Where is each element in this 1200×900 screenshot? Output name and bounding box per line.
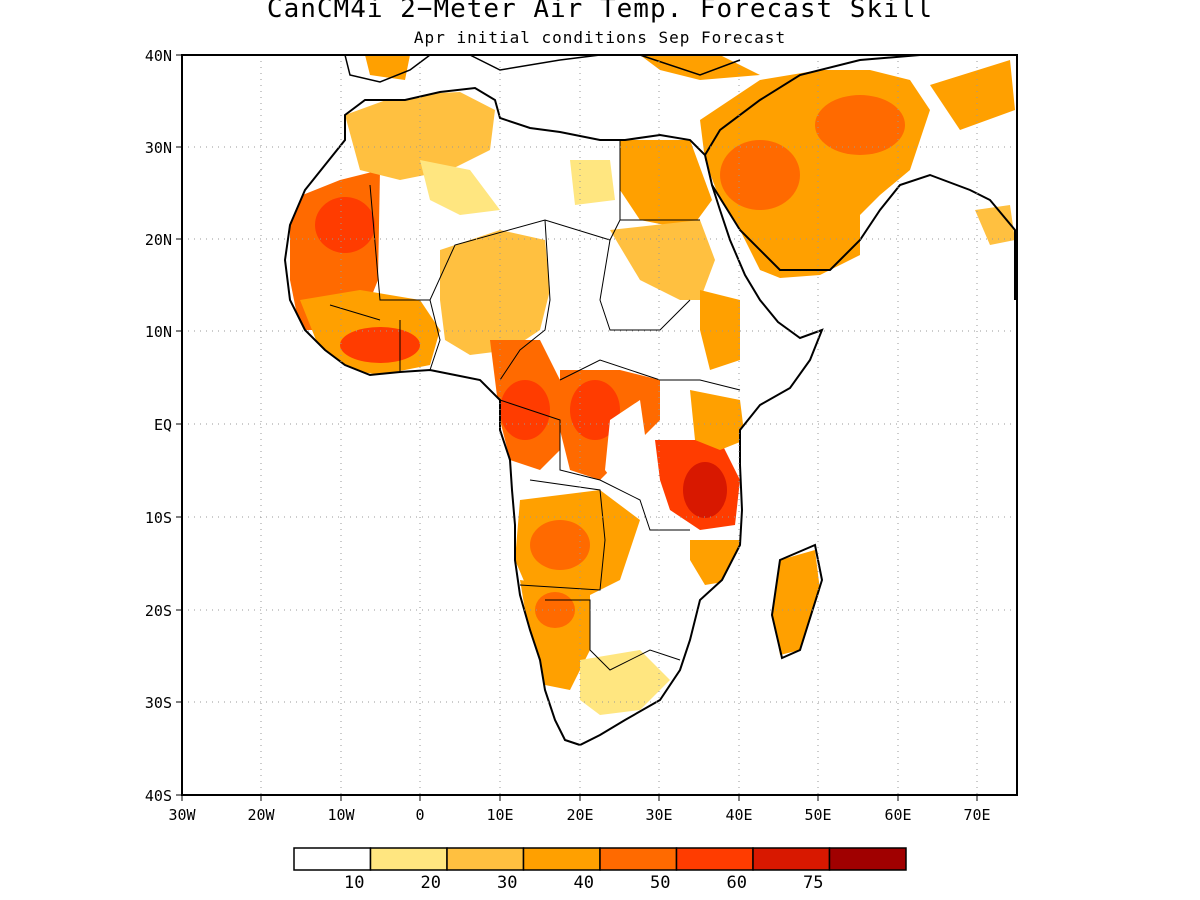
- lon-label: 20W: [247, 806, 275, 824]
- tick-marks: [176, 54, 978, 801]
- colorbar-swatch: [675, 847, 754, 871]
- skill-shading: [290, 92, 745, 715]
- colorbar-swatch: [828, 847, 907, 871]
- med-north-shading: [640, 55, 760, 80]
- europe-coastline: [344, 54, 741, 83]
- asia-east-shading: [930, 60, 1015, 130]
- lat-label: 40S: [145, 787, 172, 805]
- lon-label: 20E: [566, 806, 593, 824]
- colorbar-label: 30: [497, 873, 517, 893]
- lat-label: EQ: [154, 416, 172, 434]
- arabia-core-shading: [720, 140, 800, 210]
- colorbar-swatch: [369, 847, 448, 871]
- lon-label: 10W: [327, 806, 355, 824]
- colorbar-swatch: [293, 847, 372, 871]
- lat-label: 20N: [145, 231, 172, 249]
- lat-label: 20S: [145, 602, 172, 620]
- madagascar-shading: [772, 550, 820, 655]
- colorbar-swatch: [599, 847, 678, 871]
- colorbar-swatch: [446, 847, 525, 871]
- iberia-shading: [365, 55, 410, 80]
- colorbar-label: 75: [803, 873, 823, 893]
- map-subtitle: Apr initial conditions Sep Forecast: [413, 28, 787, 47]
- lon-label: 30W: [168, 806, 196, 824]
- colorbar-label: 10: [344, 873, 364, 893]
- africa-coastline: [283, 86, 824, 747]
- lon-label: 40E: [725, 806, 752, 824]
- longitude-labels: 30W 20W 10W 0 10E 20E 30E 40E 50E 60E 70…: [168, 806, 990, 824]
- colorbar-swatch: [752, 847, 831, 871]
- map-title: CanCM4i 2−Meter Air Temp. Forecast Skill: [266, 0, 934, 24]
- iran-shading: [815, 95, 905, 155]
- colorbar-label: 40: [574, 873, 594, 893]
- colorbar-label: 50: [650, 873, 670, 893]
- country-borders: [329, 140, 741, 671]
- lon-label: 10E: [486, 806, 513, 824]
- lat-label: 40N: [145, 47, 172, 65]
- lat-label: 10N: [145, 323, 172, 341]
- lon-label: 70E: [963, 806, 990, 824]
- colorbar: 10 20 30 40 50 60 75: [293, 847, 907, 893]
- map-frame: [181, 54, 1018, 796]
- colorbar-label: 20: [421, 873, 441, 893]
- lon-label: 50E: [804, 806, 831, 824]
- lon-label: 0: [415, 806, 424, 824]
- lat-label: 10S: [145, 509, 172, 527]
- lat-label: 30N: [145, 139, 172, 157]
- latitude-labels: 40N 30N 20N 10N EQ 10S 20S 30S 40S: [145, 47, 172, 805]
- madagascar-coastline: [770, 543, 824, 660]
- colorbar-label: 60: [727, 873, 747, 893]
- india-shading: [975, 205, 1015, 245]
- lon-label: 60E: [884, 806, 911, 824]
- lat-label: 30S: [145, 694, 172, 712]
- lon-label: 30E: [645, 806, 672, 824]
- colorbar-swatch: [522, 847, 601, 871]
